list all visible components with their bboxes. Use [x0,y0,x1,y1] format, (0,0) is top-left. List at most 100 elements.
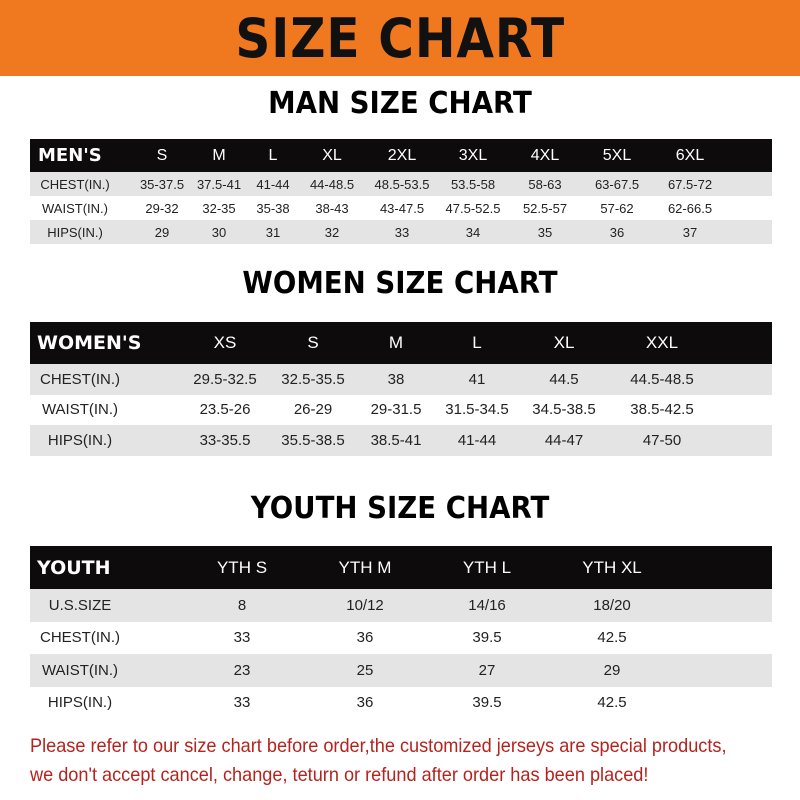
women-header-row: WOMEN'S XS S M L XL XXL [30,322,772,364]
youth-table-label: YOUTH [37,556,111,579]
table-cell: 34 [465,224,481,240]
youth-header-row: YOUTH YTH S YTH M YTH L YTH XL [30,546,772,589]
table-row: U.S.SIZE 8 10/12 14/16 18/20 [30,589,772,622]
table-cell: 35.5-38.5 [281,431,345,449]
size-header-cell: YTH L [462,557,512,577]
size-header-cell: XS [213,333,237,352]
table-cell: 37 [682,224,698,240]
table-cell: 38-43 [315,200,349,216]
size-header-cell: 2XL [387,146,417,164]
row-label: WAIST(IN.) [41,401,119,419]
row-label: CHEST(IN.) [40,176,110,192]
table-cell: 35-38 [256,200,290,216]
table-cell: 31 [265,224,281,240]
size-header-cell: YTH XL [582,557,642,577]
row-label: WAIST(IN.) [41,661,119,679]
men-header-row: MEN'S S M L XL 2XL 3XL 4XL 5XL 6XL [30,139,772,172]
table-cell: 42.5 [597,694,627,712]
table-cell: 39.5 [472,629,502,647]
table-cell: 41-44 [457,431,497,449]
banner-title: SIZE CHART [235,6,565,70]
notice-line-1: Please refer to our size chart before or… [30,735,727,757]
size-header-cell: M [388,333,404,352]
table-row: CHEST(IN.) 29.5-32.5 32.5-35.5 38 41 44.5 44.5… [30,364,772,395]
table-cell: 33-35.5 [199,431,251,449]
table-cell: 29.5-32.5 [193,370,257,388]
size-header-cell: L [268,146,278,164]
table-cell: 32-35 [202,200,236,216]
table-cell: 36 [609,224,625,240]
men-title: MAN SIZE CHART [268,86,532,121]
table-cell: 29-32 [145,200,179,216]
table-cell: 62-66.5 [667,200,713,216]
table-row: WAIST(IN.) 29-32 32-35 35-38 38-43 43-47.5 47.… [30,196,772,220]
table-cell: 29 [154,224,170,240]
table-cell: 33 [233,694,251,712]
table-row: HIPS(IN.) 33 36 39.5 42.5 [30,686,772,719]
table-cell: 41-44 [256,176,290,192]
men-size-table: MEN'S S M L XL 2XL 3XL 4XL 5XL 6XL CHEST(IN.) 35-37… [30,139,772,244]
table-cell: 29 [603,661,621,679]
table-row: WAIST(IN.) 23.5-26 26-29 29-31.5 31.5-34.5 34… [30,394,772,425]
table-cell: 44-48.5 [309,176,355,192]
table-cell: 35-37.5 [139,176,185,192]
table-cell: 44.5 [549,370,579,388]
youth-title: YOUTH SIZE CHART [250,491,550,526]
table-cell: 44.5-48.5 [630,370,694,388]
table-cell: 23 [233,661,251,679]
table-row: HIPS(IN.) 29 30 31 32 33 34 35 36 37 [30,220,772,244]
size-header-cell: YTH M [338,557,392,577]
table-cell: 36 [356,694,374,712]
size-header-cell: M [212,146,226,164]
women-title: WOMEN SIZE CHART [242,266,558,301]
table-cell: 30 [211,224,227,240]
table-cell: 47.5-52.5 [445,200,501,216]
table-cell: 33 [394,224,410,240]
table-cell: 43-47.5 [379,200,425,216]
notice-line-2: we don't accept cancel, change, teturn o… [30,764,649,786]
size-header-cell: YTH S [216,557,268,577]
table-cell: 8 [237,596,247,614]
table-cell: 32 [324,224,340,240]
table-cell: 23.5-26 [199,401,251,419]
table-cell: 31.5-34.5 [445,401,509,419]
banner: SIZE CHART [0,0,800,76]
size-header-cell: XXL [645,333,679,352]
size-header-cell: S [156,146,168,164]
table-cell: 47-50 [642,431,682,449]
table-cell: 63-67.5 [594,176,640,192]
table-cell: 38.5-42.5 [630,401,694,419]
size-header-cell: XL [553,333,575,352]
table-cell: 18/20 [593,596,631,614]
row-label: HIPS(IN.) [47,224,103,240]
row-label: U.S.SIZE [48,596,112,614]
size-header-cell: S [307,333,319,352]
table-cell: 29-31.5 [370,401,422,419]
table-cell: 27 [478,661,496,679]
table-cell: 34.5-38.5 [532,401,596,419]
table-cell: 58-63 [528,176,562,192]
table-cell: 33 [233,629,251,647]
row-label: WAIST(IN.) [42,200,108,216]
table-cell: 38.5-41 [370,431,422,449]
size-header-cell: XL [322,146,342,164]
table-cell: 44-47 [544,431,584,449]
table-cell: 37.5-41 [196,176,242,192]
table-cell: 26-29 [293,401,333,419]
table-row: CHEST(IN.) 35-37.5 37.5-41 41-44 44-48.5 48.5… [30,172,772,196]
table-cell: 35 [537,224,553,240]
table-cell: 41 [468,370,486,388]
table-cell: 57-62 [600,200,634,216]
row-label: HIPS(IN.) [47,431,113,449]
table-cell: 52.5-57 [522,200,568,216]
table-row: HIPS(IN.) 33-35.5 35.5-38.5 38.5-41 41-44 44-… [30,425,772,456]
row-label: CHEST(IN.) [40,370,120,388]
table-cell: 32.5-35.5 [281,370,345,388]
women-size-table: WOMEN'S XS S M L XL XXL CHEST(IN.) 29.5-32.5 32.5… [30,322,772,456]
size-header-cell: 5XL [602,146,632,164]
table-cell: 42.5 [597,629,627,647]
table-cell: 36 [356,629,374,647]
table-cell: 25 [356,661,374,679]
youth-size-table: YOUTH YTH S YTH M YTH L YTH XL U.S.SIZE 8 10/12… [30,546,772,719]
row-label: CHEST(IN.) [40,629,120,647]
